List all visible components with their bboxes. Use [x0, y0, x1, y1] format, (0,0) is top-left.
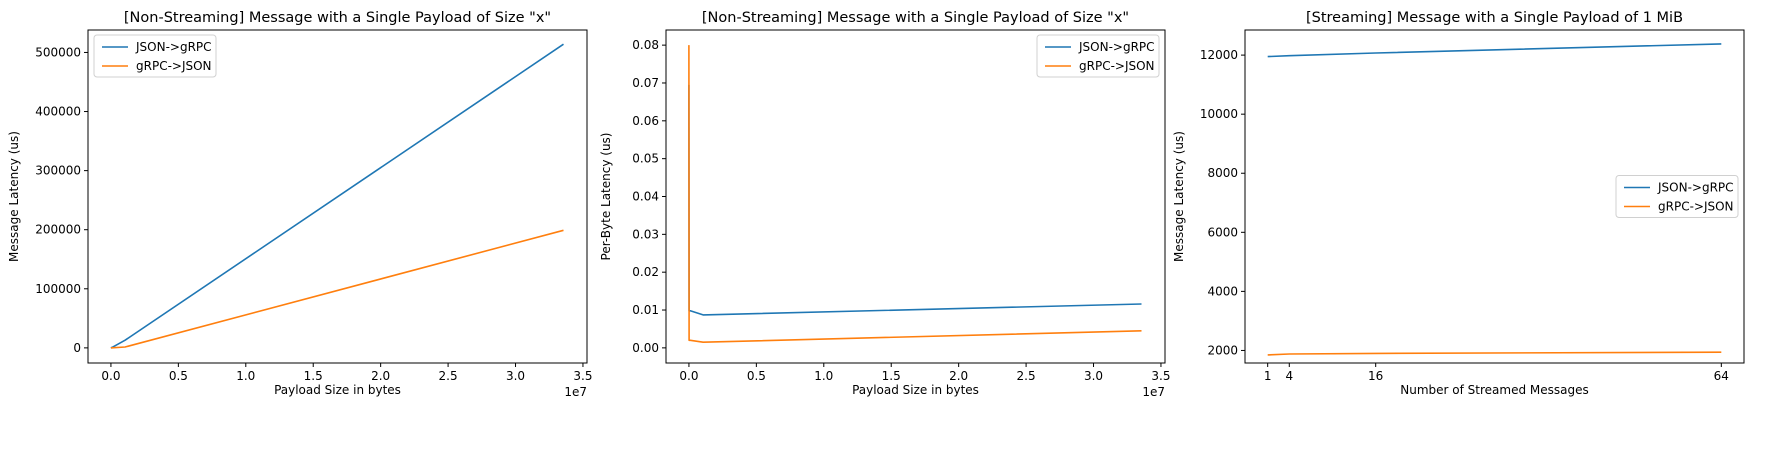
x-tick-label: 0.5 [747, 369, 766, 383]
y-tick-label: 300000 [35, 164, 81, 178]
y-tick-label: 500000 [35, 45, 81, 59]
x-tick-label: 3.5 [1151, 369, 1170, 383]
x-tick-label: 64 [1714, 369, 1729, 383]
legend: JSON->gRPC gRPC->JSON [1615, 175, 1739, 218]
x-tick-label: 4 [1285, 369, 1293, 383]
y-tick-label: 8000 [1207, 166, 1238, 180]
x-tick-label: 0.0 [679, 369, 698, 383]
y-axis-label: Per-Byte Latency (us) [599, 133, 613, 261]
chart-title: [Non-Streaming] Message with a Single Pa… [124, 10, 551, 26]
x-tick-label: 16 [1368, 369, 1383, 383]
x-tick-label: 3.0 [506, 369, 525, 383]
legend-label: JSON->gRPC [1657, 181, 1734, 195]
y-tick-label: 0.00 [632, 341, 659, 355]
y-tick-label: 0.06 [632, 114, 659, 128]
series-line-grpc-to-json [1267, 351, 1722, 356]
x-axis-label: Payload Size in bytes [852, 383, 979, 397]
legend: JSON->gRPC gRPC->JSON [1036, 34, 1160, 78]
y-tick-label: 400000 [35, 105, 81, 119]
y-tick-label: 0.03 [632, 227, 659, 241]
series-line-json-to-grpc [1267, 43, 1722, 58]
x-tick-label: 1.0 [236, 369, 255, 383]
y-tick-label: 0 [73, 341, 81, 355]
x-tick-label: 0.0 [101, 369, 120, 383]
axes-frame [87, 29, 588, 364]
x-tick-label: 1.5 [882, 369, 901, 383]
x-tick-label: 0.5 [169, 369, 188, 383]
legend: JSON->gRPC gRPC->JSON [93, 34, 217, 78]
y-tick-label: 0.07 [632, 76, 659, 90]
x-tick-label: 1.5 [304, 369, 323, 383]
x-tick-label: 3.0 [1084, 369, 1103, 383]
x-tick-label: 3.5 [573, 369, 592, 383]
y-tick-label: 12000 [1200, 48, 1238, 62]
x-tick-label: 1 [1264, 369, 1272, 383]
y-tick-label: 200000 [35, 223, 81, 237]
x-tick-label: 2.0 [371, 369, 390, 383]
chart-panel-1: 0.0 0.5 1.0 1.5 2.0 2.5 3.0 3.5 0 100000 200000 300… [7, 10, 593, 399]
x-offset-label: 1e7 [1142, 385, 1165, 399]
legend-label: JSON->gRPC [135, 40, 212, 54]
y-tick-label: 2000 [1207, 343, 1238, 357]
legend-label: gRPC->JSON [1079, 59, 1155, 73]
x-offset-label: 1e7 [564, 385, 587, 399]
chart-panel-2: 0.0 0.5 1.0 1.5 2.0 2.5 3.0 3.5 0.00 0.01 0.02 0.03… [599, 10, 1171, 399]
y-tick-label: 100000 [35, 282, 81, 296]
y-axis-label: Message Latency (us) [1172, 131, 1186, 262]
x-tick-label: 1.0 [814, 369, 833, 383]
x-tick-label: 2.0 [949, 369, 968, 383]
x-axis-label: Number of Streamed Messages [1400, 383, 1588, 397]
chart-panel-3: 1 4 16 64 2000 4000 6000 8000 10000 12000 [Streami… [1172, 10, 1745, 397]
y-tick-label: 0.08 [632, 38, 659, 52]
legend-label: gRPC->JSON [136, 59, 212, 73]
y-tick-label: 10000 [1200, 107, 1238, 121]
y-tick-label: 0.05 [632, 152, 659, 166]
y-tick-label: 0.01 [632, 303, 659, 317]
axes-frame [1244, 29, 1745, 364]
y-tick-label: 6000 [1207, 225, 1238, 239]
y-tick-label: 0.04 [632, 190, 659, 204]
y-axis-label: Message Latency (us) [7, 131, 21, 262]
x-axis-label: Payload Size in bytes [274, 383, 401, 397]
legend-label: gRPC->JSON [1658, 200, 1734, 214]
legend-label: JSON->gRPC [1078, 40, 1155, 54]
series-line-grpc-to-json [110, 229, 564, 349]
y-tick-label: 0.02 [632, 265, 659, 279]
chart-title: [Streaming] Message with a Single Payloa… [1306, 10, 1683, 26]
x-tick-label: 2.5 [1017, 369, 1036, 383]
x-tick-label: 2.5 [439, 369, 458, 383]
y-tick-label: 4000 [1207, 284, 1238, 298]
chart-title: [Non-Streaming] Message with a Single Pa… [702, 10, 1129, 26]
series-line-grpc-to-json [688, 45, 1142, 344]
